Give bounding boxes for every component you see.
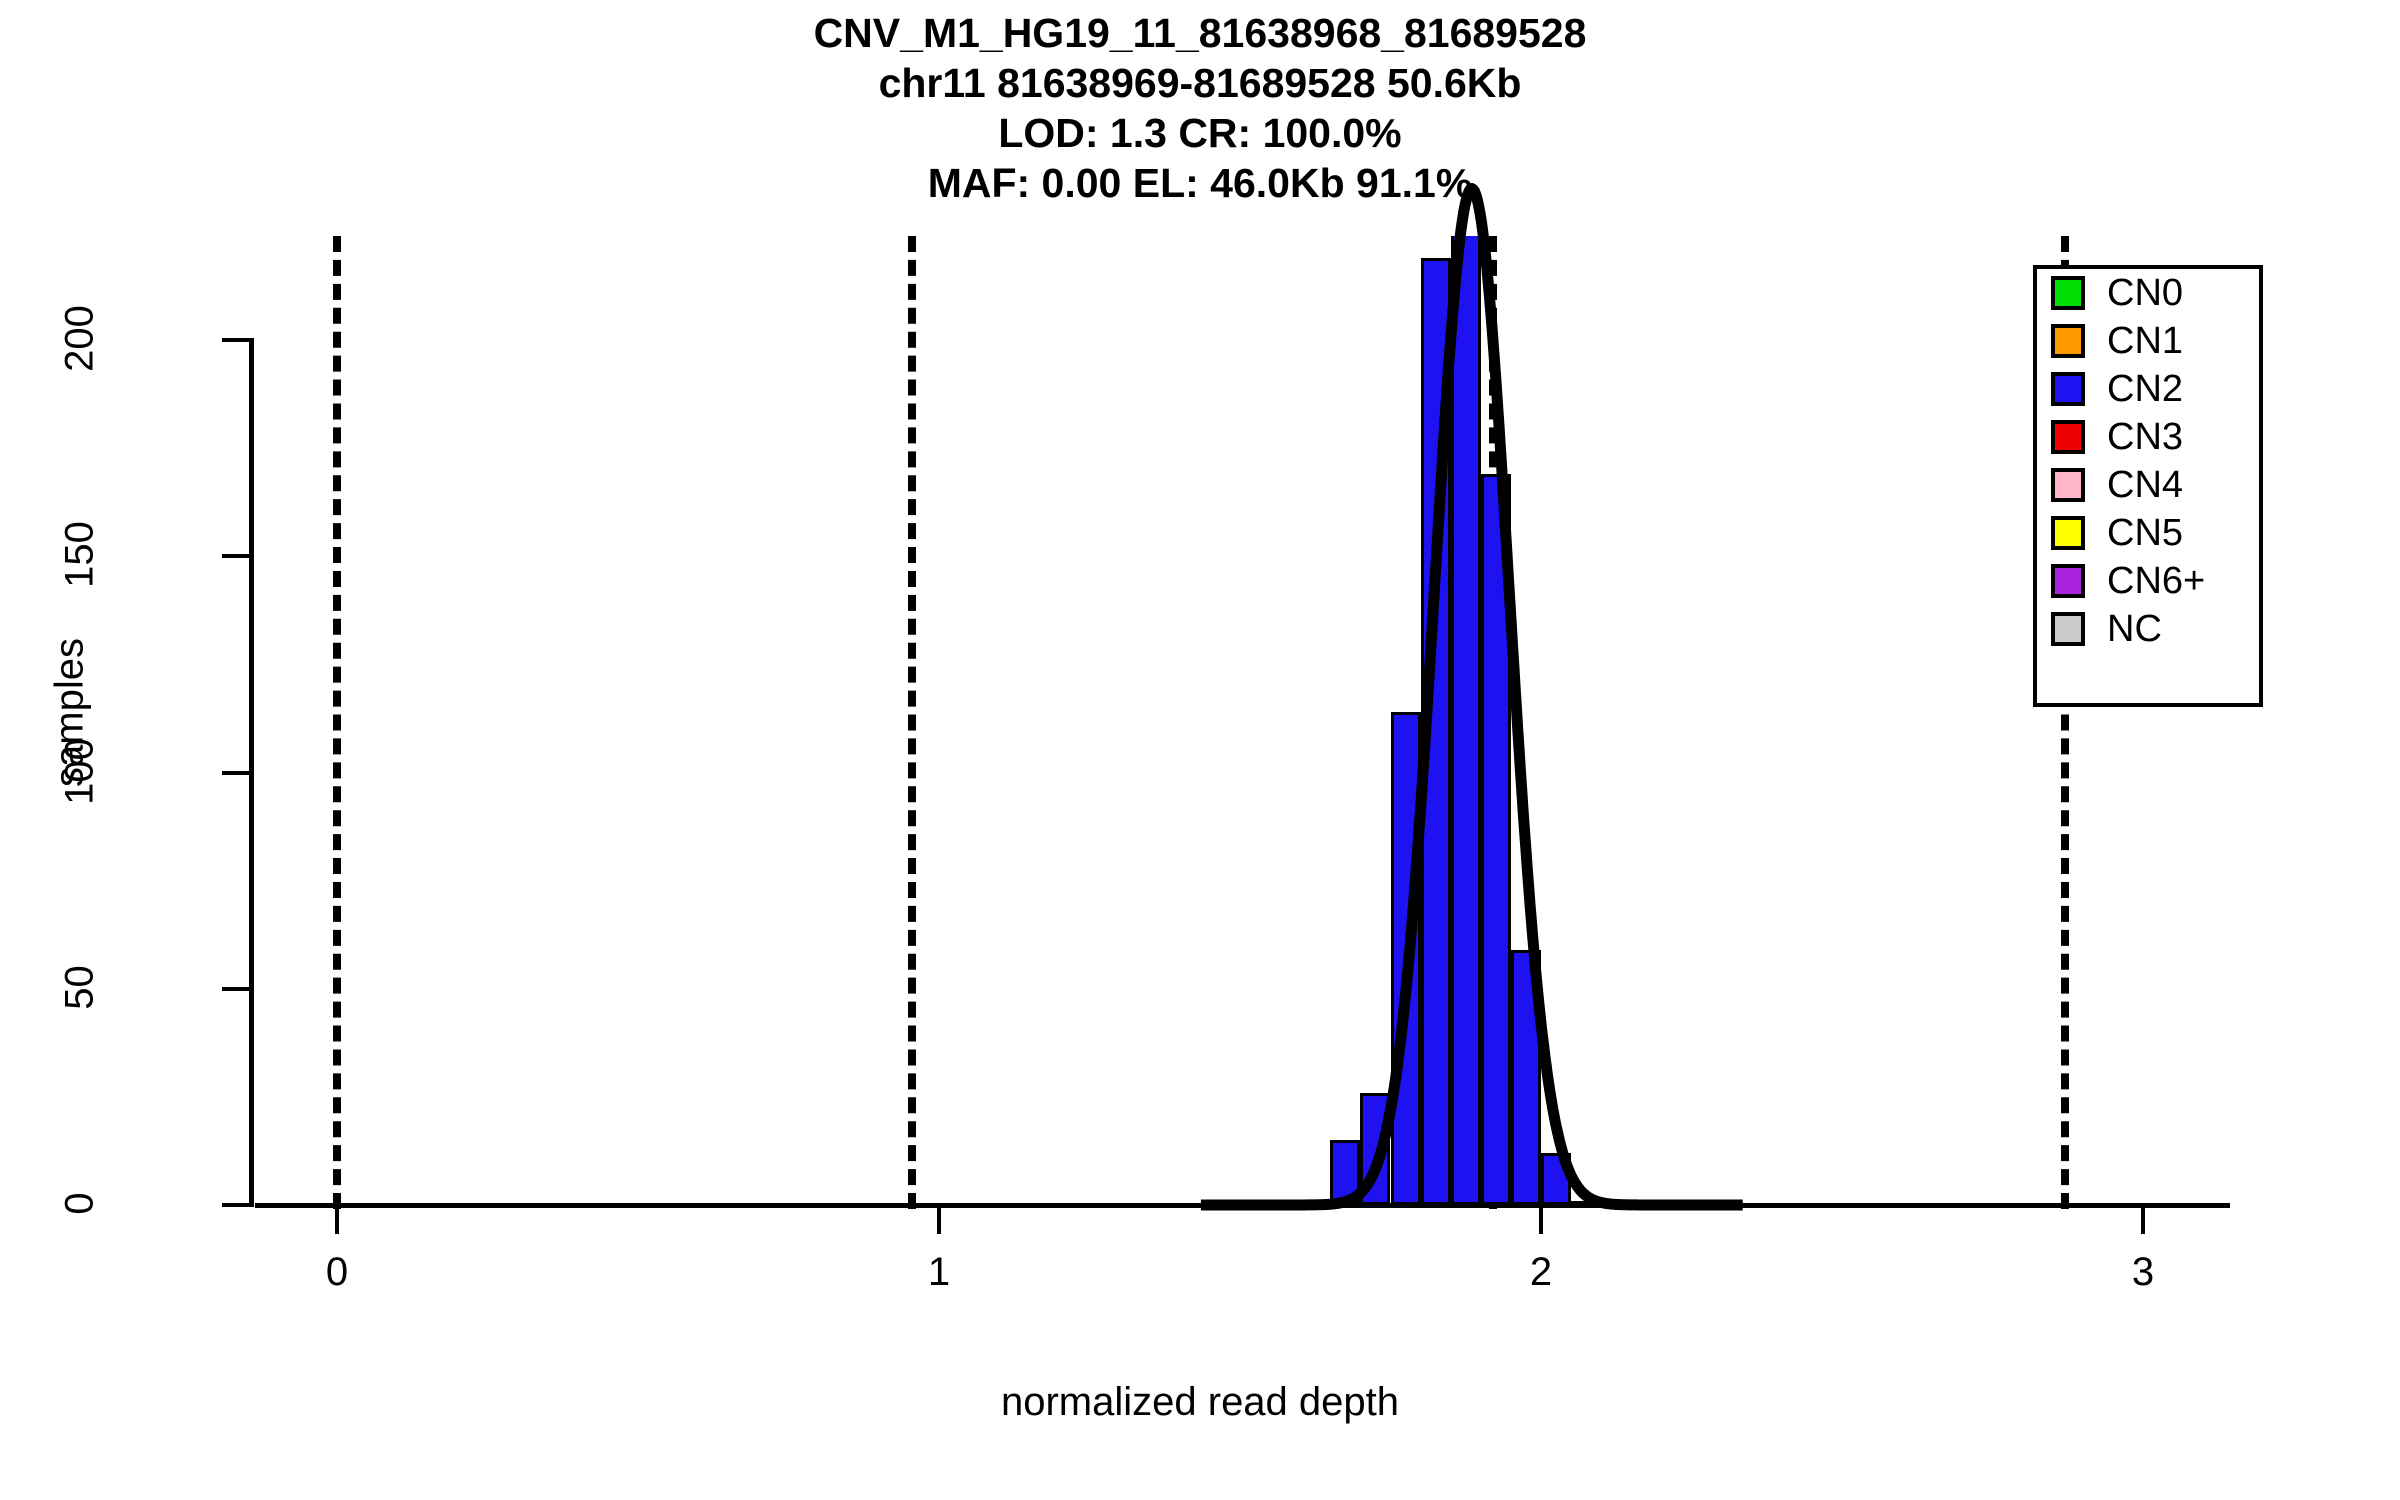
chart-title: CNV_M1_HG19_11_81638968_81689528 chr11 8… [0,8,2400,208]
x-tick-label: 2 [1529,1250,1553,1294]
x-tick [937,1206,941,1234]
legend-item-cn6plus[interactable]: CN6+ [2051,557,2259,605]
legend-item-label: NC [2107,608,2162,650]
x-tick-label: 1 [927,1250,951,1294]
legend-item-cn2[interactable]: CN2 [2051,365,2259,413]
x-tick [2141,1206,2145,1234]
title-line-4: MAF: 0.00 EL: 46.0Kb 91.1% [927,160,1473,206]
y-axis-label: samples [47,638,92,787]
legend-swatch-icon [2051,420,2085,454]
legend-item-label: CN5 [2107,512,2184,554]
legend-item-cn1[interactable]: CN1 [2051,317,2259,365]
y-tick-label: 200 [57,305,102,372]
reference-line-cn0 [333,236,341,1209]
y-tick [222,338,252,342]
title-line-3: LOD: 1.3 CR: 100.0% [998,110,1402,156]
x-tick-label: 3 [2131,1250,2155,1294]
legend-item-label: CN6+ [2107,560,2206,602]
legend-item-label: CN4 [2107,464,2184,506]
legend-swatch-icon [2051,516,2085,550]
legend-swatch-icon [2051,324,2085,358]
x-axis-line [255,1203,2230,1208]
y-tick-label: 50 [57,965,102,1010]
title-line-2: chr11 81638969-81689528 50.6Kb [878,60,1522,106]
title-line-1: CNV_M1_HG19_11_81638968_81689528 [813,10,1587,56]
x-tick-label: 0 [325,1250,349,1294]
reference-line-cn3 [2060,236,2069,1209]
x-tick [335,1206,339,1234]
legend-item-label: CN3 [2107,416,2184,458]
legend-item-cn0[interactable]: CN0 [2051,269,2259,317]
legend-swatch-icon [2051,276,2085,310]
x-axis-label: normalized read depth [1000,1380,1400,1424]
legend-item-cn4[interactable]: CN4 [2051,461,2259,509]
legend-item-label: CN0 [2107,272,2184,314]
legend-swatch-icon [2051,612,2085,646]
y-tick [222,554,252,559]
reference-line-cn1 [907,236,916,1209]
legend-item-cn3[interactable]: CN3 [2051,413,2259,461]
histogram-bar [1450,236,1481,1205]
y-tick [222,986,252,991]
legend-item-label: CN1 [2107,320,2184,362]
x-tick [1539,1206,1543,1234]
y-tick-label: 0 [57,1192,102,1215]
legend-item-nc[interactable]: NC [2051,605,2259,653]
legend-item-cn5[interactable]: CN5 [2051,509,2259,557]
legend-swatch-icon [2051,372,2085,406]
legend-item-label: CN2 [2107,368,2184,410]
legend: CN0 CN1 CN2 CN3 CN4 CN5 CN6+ NC [2033,265,2263,707]
y-tick [222,1203,252,1207]
legend-swatch-icon [2051,564,2085,598]
y-tick [222,770,252,775]
legend-swatch-icon [2051,468,2085,502]
